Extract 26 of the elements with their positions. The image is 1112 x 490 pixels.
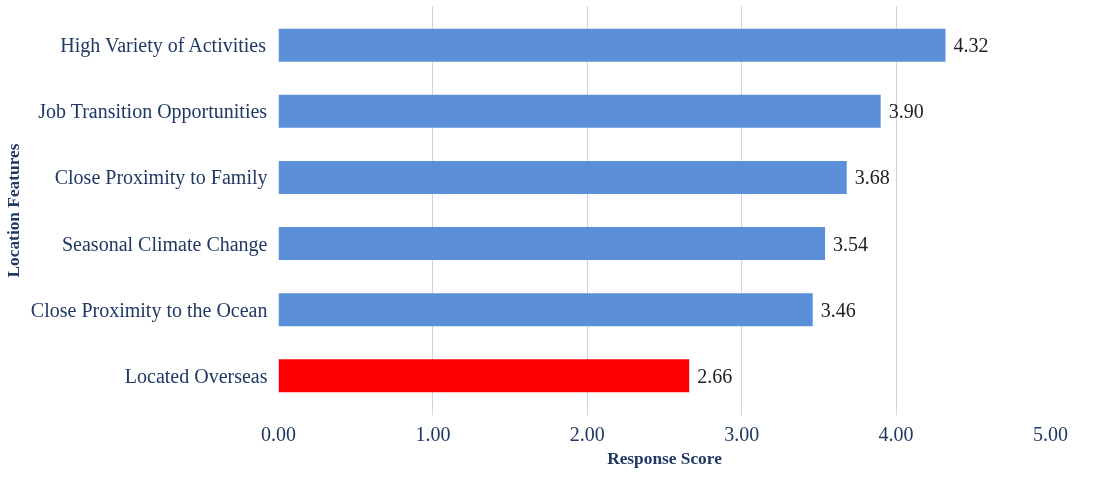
y-axis-title: Location Features [3,143,23,278]
data-label: 4.32 [953,34,989,57]
data-label: 3.90 [888,100,924,123]
data-label: 3.68 [854,166,890,189]
bar [278,94,881,128]
x-tick-label: 2.00 [569,422,605,445]
bar [278,227,826,261]
bar [278,359,690,393]
x-tick-label: 4.00 [878,422,914,445]
y-tick-label: Close Proximity to Family [54,166,268,190]
y-tick-label: Job Transition Opportunities [38,100,268,124]
x-tick-label: 5.00 [1033,422,1068,445]
data-label: 2.66 [697,364,733,387]
x-tick-label: 3.00 [724,422,760,445]
x-tick-label: 0.00 [261,422,296,445]
bar [278,293,813,327]
y-tick-label: Close Proximity to the Ocean [30,298,268,322]
y-tick-label: Seasonal Climate Change [61,232,268,256]
bar [278,28,946,62]
data-label: 3.54 [833,232,869,255]
y-tick-label: High Variety of Activities [60,34,267,58]
data-label: 3.46 [820,298,856,321]
bar [278,160,847,194]
x-axis-title: Response Score [607,448,723,468]
x-tick-label: 1.00 [415,422,451,445]
y-tick-label: Located Overseas [124,364,268,387]
